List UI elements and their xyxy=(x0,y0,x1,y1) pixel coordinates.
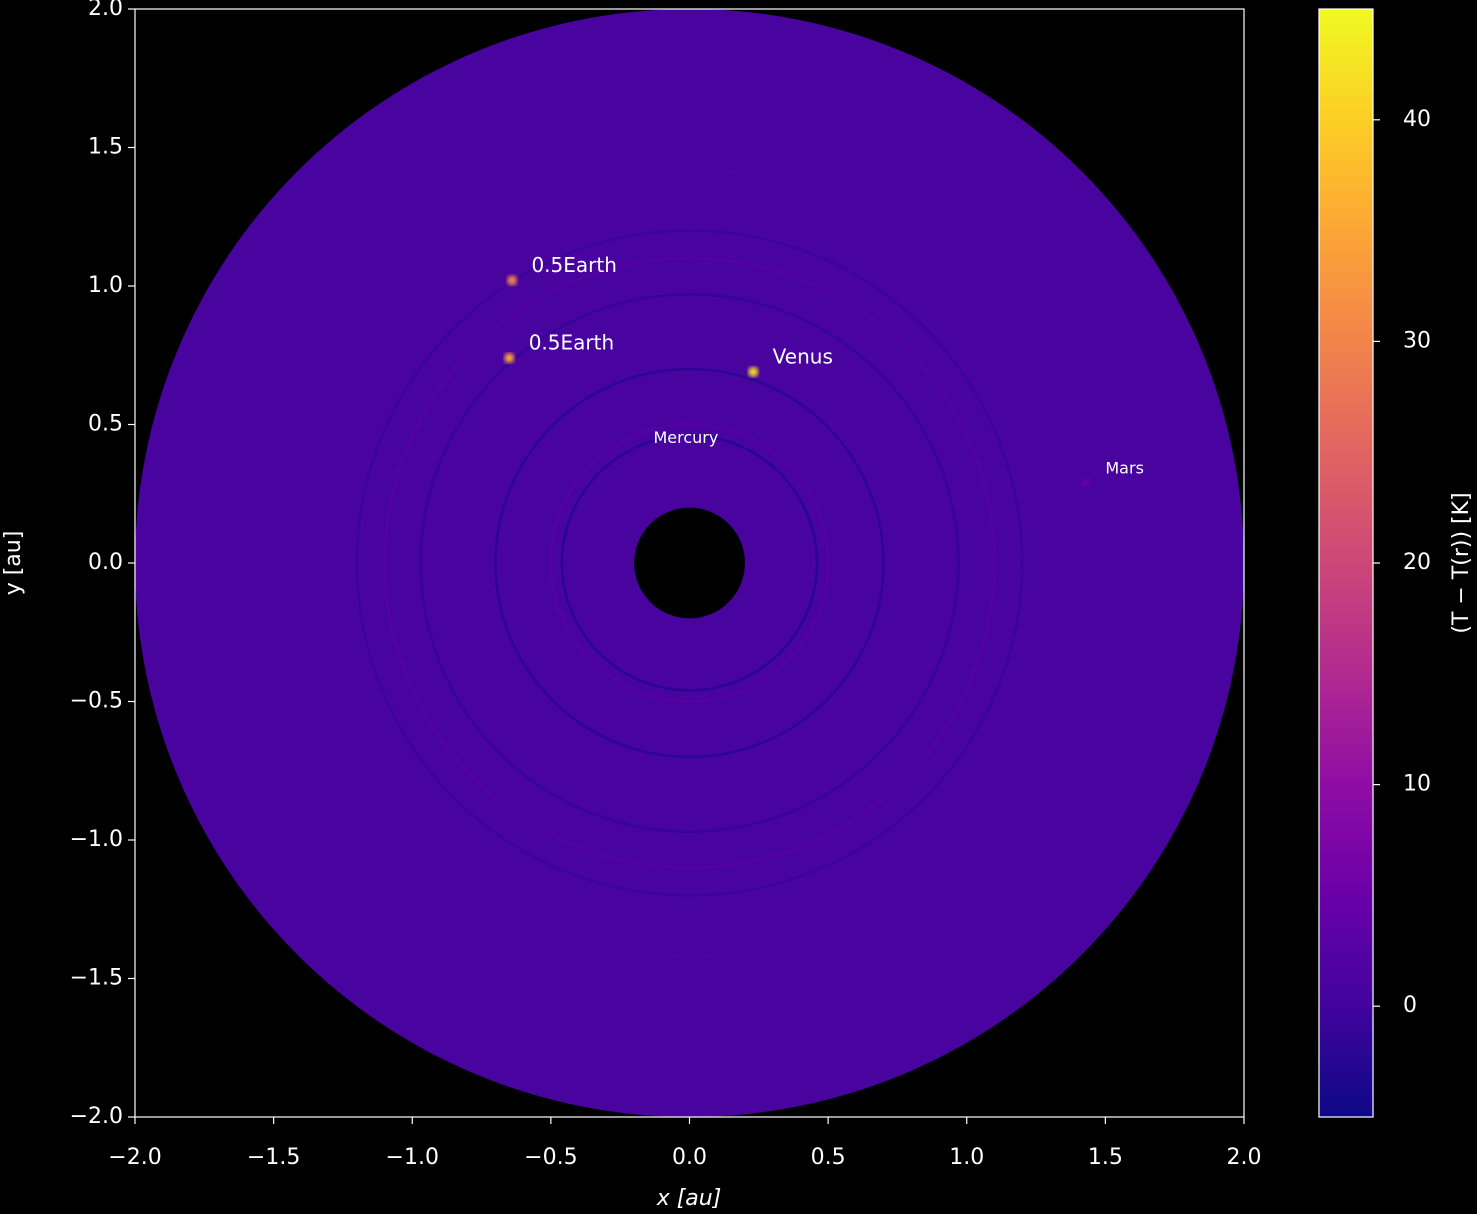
planet-hotspot xyxy=(1081,478,1090,487)
x-tick-label: 2.0 xyxy=(1227,1145,1262,1170)
x-tick-label: −2.0 xyxy=(108,1145,161,1170)
ring xyxy=(383,257,996,869)
planet-label: Mars xyxy=(1105,458,1144,477)
y-tick-label: −1.0 xyxy=(70,827,123,852)
colorbar-tick-label: 40 xyxy=(1403,107,1431,132)
y-tick-label: 2.0 xyxy=(88,0,123,21)
x-tick-label: 1.5 xyxy=(1088,1145,1123,1170)
x-tick-label: 0.5 xyxy=(811,1145,846,1170)
x-tick-label: −0.5 xyxy=(524,1145,577,1170)
ring xyxy=(549,423,830,703)
colorbar-tick-label: 10 xyxy=(1403,772,1431,797)
y-tick-label: −2.0 xyxy=(70,1104,123,1129)
planet-label: Venus xyxy=(773,345,833,369)
planet-hotspot xyxy=(507,275,518,286)
x-tick-label: 0.0 xyxy=(672,1145,707,1170)
colorbar-tick-label: 20 xyxy=(1403,550,1431,575)
planet-label: 0.5Earth xyxy=(531,253,616,277)
disk xyxy=(135,8,1244,1117)
ring xyxy=(294,168,1085,958)
ring xyxy=(355,229,1024,897)
y-axis-label: y [au] xyxy=(1,531,26,596)
planet-hotspot xyxy=(630,448,639,457)
colorbar-tick-label: 0 xyxy=(1403,993,1417,1018)
x-tick-label: 1.0 xyxy=(949,1145,984,1170)
planet-hotspot xyxy=(504,353,515,364)
y-tick-label: 1.0 xyxy=(88,273,123,298)
ring xyxy=(560,434,819,692)
y-tick-label: −1.5 xyxy=(70,966,123,991)
x-tick-label: −1.5 xyxy=(247,1145,300,1170)
y-tick-label: 1.5 xyxy=(88,135,123,160)
planet-hotspot xyxy=(748,366,759,377)
y-tick-label: 0.0 xyxy=(88,550,123,575)
ring xyxy=(419,293,960,833)
colorbar xyxy=(1318,8,1374,1118)
colorbar-tick-label: 30 xyxy=(1403,328,1431,353)
colorbar-label: (T − T(r)) [K] xyxy=(1449,492,1474,633)
y-tick-label: −0.5 xyxy=(70,689,123,714)
planet-label: 0.5Earth xyxy=(529,331,614,355)
planet-label: Mercury xyxy=(653,428,718,447)
y-tick-label: 0.5 xyxy=(88,412,123,437)
x-axis-label: x [au] xyxy=(656,1186,722,1211)
ring xyxy=(494,367,885,759)
x-tick-label: −1.0 xyxy=(386,1145,439,1170)
